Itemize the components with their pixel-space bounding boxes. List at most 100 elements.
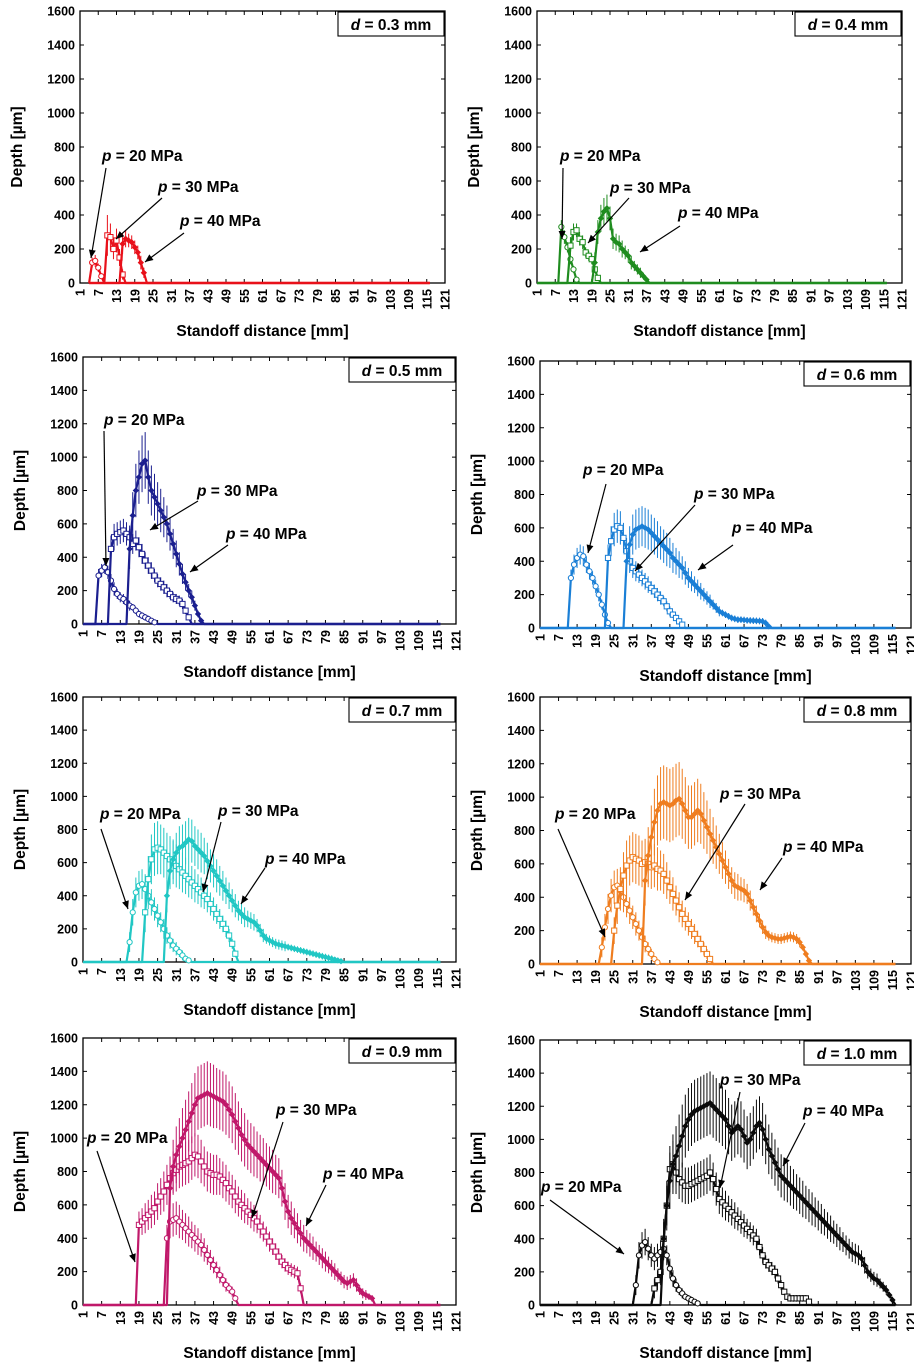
data-point (617, 524, 624, 531)
y-tick-label: 1400 (507, 388, 535, 402)
data-point (129, 909, 136, 916)
data-point (663, 603, 670, 610)
data-point (805, 957, 813, 964)
annotation-arrow (251, 1121, 284, 1219)
data-point (808, 1205, 816, 1213)
x-tick-label: 79 (319, 630, 333, 644)
data-point (173, 1151, 180, 1158)
x-tick-label: 1 (77, 1311, 91, 1318)
data-point (232, 1193, 239, 1200)
data-point (368, 1295, 376, 1302)
data-point (154, 1198, 161, 1205)
data-point (793, 935, 800, 943)
data-point (138, 460, 146, 467)
data-point (151, 905, 158, 913)
data-point (688, 925, 695, 933)
data-point (365, 1293, 373, 1300)
data-point (672, 558, 680, 565)
data-point (781, 1175, 788, 1183)
x-tick-label: 67 (731, 289, 745, 303)
pressure-label: p = 40 MPa (322, 1166, 404, 1183)
data-point (654, 1277, 661, 1284)
series-3 (89, 230, 430, 285)
y-tick-label: 400 (57, 1232, 78, 1246)
x-tick-label: 79 (319, 968, 333, 982)
data-point (635, 927, 643, 934)
x-axis-title: Standoff distance [mm] (183, 1345, 355, 1362)
data-point (119, 240, 126, 248)
data-point (867, 1272, 874, 1279)
data-point (179, 600, 186, 608)
x-tick-label: 43 (207, 1311, 221, 1325)
data-point (645, 945, 652, 953)
annotation-arrow (587, 197, 630, 244)
x-tick-label: 115 (431, 968, 445, 988)
y-tick-label: 400 (514, 891, 535, 905)
y-axis-title: Depth [µm] (12, 450, 29, 531)
data-point (774, 1166, 782, 1173)
arrow-head (783, 1157, 790, 1166)
data-point (238, 1131, 245, 1138)
data-point (194, 1153, 202, 1160)
data-point (666, 1265, 673, 1272)
x-tick-label: 97 (830, 970, 844, 984)
data-point (157, 507, 164, 514)
data-point (709, 601, 717, 608)
annotation-arrow (634, 504, 696, 572)
x-tick-label: 25 (608, 634, 622, 648)
data-point (138, 881, 146, 888)
diameter-badge (348, 1038, 456, 1064)
data-point (188, 594, 195, 601)
pressure-label: p = 40 MPa (179, 213, 261, 230)
diameter-label: d = 0.3 mm (351, 17, 432, 34)
data-point (846, 1245, 853, 1252)
arrow-head (718, 1179, 726, 1188)
x-tick-label: 91 (356, 630, 370, 644)
data-point (645, 852, 652, 859)
data-point (185, 587, 192, 594)
data-point (629, 914, 636, 921)
data-point (169, 1163, 177, 1170)
data-point (802, 950, 810, 958)
x-tick-label: 49 (220, 289, 234, 303)
data-point (873, 1276, 881, 1284)
data-point (194, 846, 202, 853)
data-point (762, 1136, 769, 1143)
data-point (836, 1235, 844, 1242)
x-tick-label: 85 (338, 1311, 352, 1325)
x-tick-label: 1 (534, 970, 548, 977)
x-tick-label: 109 (412, 630, 426, 651)
data-point (725, 613, 732, 620)
y-tick-label: 1600 (47, 5, 75, 19)
chart-panel-2: 0 200 400 600 800 1000 1200 1400 1600 1 7 13 19 25 31 3… (466, 5, 910, 341)
x-tick-label: 7 (552, 1311, 566, 1318)
data-point (359, 1290, 366, 1297)
x-tick-label: 31 (626, 1311, 640, 1325)
x-tick-label: 61 (719, 1311, 733, 1325)
data-point (154, 577, 161, 584)
data-point (166, 937, 174, 944)
series-3 (540, 1071, 897, 1307)
data-point (266, 937, 273, 944)
data-point (790, 1185, 797, 1193)
pressure-label: p = 40 MPa (802, 1103, 884, 1120)
data-point (700, 945, 707, 953)
data-point (340, 1278, 348, 1285)
data-point (706, 955, 714, 963)
x-tick-label: 103 (394, 630, 408, 651)
x-tick-label: 121 (905, 970, 914, 991)
x-tick-label: 73 (756, 970, 770, 984)
x-tick-label: 31 (165, 289, 179, 303)
diameter-label: d = 0.4 mm (808, 17, 889, 34)
x-tick-label: 103 (394, 968, 408, 989)
data-point (210, 1093, 217, 1100)
x-tick-label: 91 (812, 970, 826, 984)
data-point (666, 549, 674, 557)
data-point (110, 534, 118, 541)
data-point (663, 877, 670, 884)
data-point (608, 538, 615, 545)
plot-area (79, 10, 446, 284)
x-tick-label: 37 (645, 634, 659, 648)
data-point (291, 1220, 298, 1227)
data-point (140, 269, 148, 276)
